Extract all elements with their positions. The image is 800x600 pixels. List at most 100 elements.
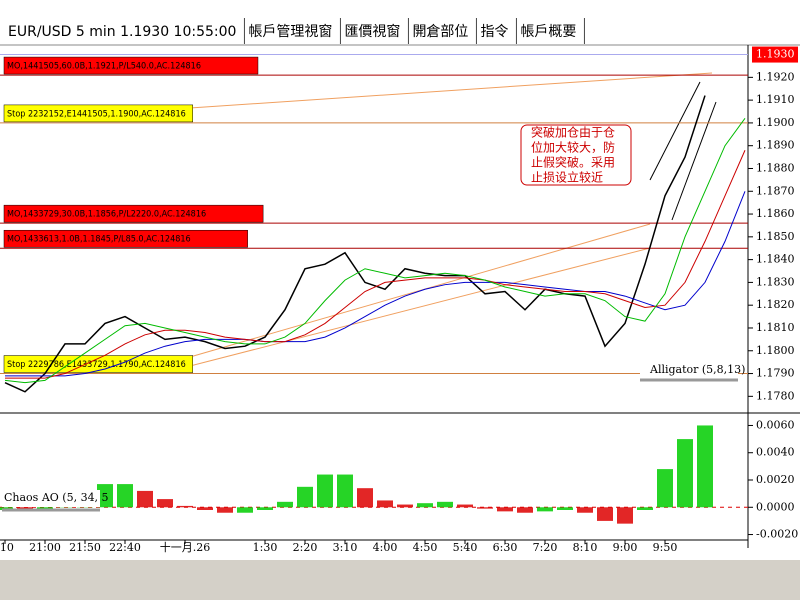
ao-bar <box>617 507 633 524</box>
y-tick-label: 1.1820 <box>756 298 795 311</box>
series-line <box>5 150 746 379</box>
ao-bar <box>557 507 573 510</box>
ao-bar <box>677 439 693 508</box>
x-tick-label: 8:10 <box>573 541 598 554</box>
order-label: Stop 2232152,E1441505,1.1900,AC.124816 <box>7 109 186 119</box>
series-line <box>4 95 706 393</box>
y-tick-label: 1.1920 <box>756 70 795 83</box>
y-tick-label: 0.0040 <box>756 446 795 459</box>
x-tick-label: 4:00 <box>373 541 398 554</box>
ao-bar <box>697 425 713 508</box>
annotation-text: 位加大较大，防 <box>531 140 615 155</box>
ao-bar <box>197 507 213 510</box>
ao-bar <box>317 474 333 508</box>
annotation-text: 突破加仓由于仓 <box>531 125 615 140</box>
y-tick-label: 1.1860 <box>756 207 795 220</box>
order-box <box>3 204 264 223</box>
trend-line <box>189 247 651 367</box>
x-tick-label: 4:50 <box>413 541 438 554</box>
y-tick-label: 1.1850 <box>756 230 795 243</box>
ao-bar <box>237 507 253 513</box>
ao-bar <box>277 501 293 508</box>
series-line <box>5 191 746 377</box>
x-tick-label: 7:20 <box>533 541 558 554</box>
x-tick-label: 21:50 <box>69 541 101 554</box>
y-tick-label: 1.1910 <box>756 93 795 106</box>
indicator-label: Alligator (5,8,13) <box>649 363 745 376</box>
indicator-box <box>640 362 738 379</box>
x-tick-label: 22:40 <box>109 541 141 554</box>
x-tick-label: 9:00 <box>613 541 638 554</box>
y-tick-label: 1.1870 <box>756 184 795 197</box>
x-tick-label: 2:20 <box>293 541 318 554</box>
ao-bar <box>257 507 273 510</box>
y-tick-label: 0.0060 <box>756 418 795 431</box>
y-tick-label: 1.1780 <box>756 389 795 402</box>
ao-bar <box>497 507 513 512</box>
annotation-box <box>520 124 632 186</box>
ao-bar <box>597 507 613 521</box>
footer-area <box>0 560 800 600</box>
indicator-box <box>2 490 100 507</box>
ao-bar <box>337 474 353 508</box>
y-tick-label: 1.1890 <box>756 139 795 152</box>
x-tick-label: 十一月.26 <box>160 540 211 554</box>
x-tick-label: 5:40 <box>453 541 478 554</box>
ao-bar <box>437 501 453 508</box>
x-tick-label: 9:50 <box>653 541 678 554</box>
order-label: MO,1433729,30.0B,1.1856,P/L2220.0,AC.124… <box>7 210 206 220</box>
tab[interactable]: 指令 <box>480 24 508 40</box>
x-tick-label: 3:10 <box>333 541 358 554</box>
annotation-text: 止损设立较近 <box>531 170 603 185</box>
y-tick-label: 1.1790 <box>756 367 795 380</box>
trend-line <box>189 72 713 109</box>
ao-bar <box>637 507 653 510</box>
ao-bar <box>137 490 153 508</box>
tab[interactable]: EUR/USD 5 min 1.1930 10:55:00 <box>8 24 236 40</box>
y-tick-label: 1.1830 <box>756 275 795 288</box>
order-label: MO,1441505,60.0B,1.1921,P/L540.0,AC.1248… <box>7 62 201 72</box>
order-box <box>3 229 248 248</box>
ao-bar <box>657 469 673 508</box>
annotation-text: 止假突破。采用 <box>531 155 615 170</box>
series-line <box>4 118 746 384</box>
trend-line <box>671 101 717 221</box>
order-box <box>3 104 193 123</box>
ao-bar <box>477 507 493 509</box>
tab[interactable]: 匯價視窗 <box>344 23 400 40</box>
tab[interactable]: 帳戶概要 <box>520 24 576 40</box>
y-tick-label: 1.1800 <box>756 344 795 357</box>
tab[interactable]: 開倉部位 <box>412 24 468 40</box>
ao-bar <box>517 507 533 513</box>
ao-bar <box>417 503 433 508</box>
trend-line <box>649 81 701 181</box>
order-box <box>3 56 259 75</box>
ao-bar <box>577 507 593 513</box>
tab-bar: EUR/USD 5 min 1.1930 10:55:00 帳戶管理視窗 匯價視窗開… <box>8 18 585 44</box>
price-chart: 1.1920 1.1910 1.1900 1.1890 1.1880 1.1870 1.18… <box>0 46 798 554</box>
ao-bar <box>177 505 193 508</box>
x-tick-label: :10 <box>0 541 14 554</box>
ao-bar <box>97 484 113 508</box>
ao-bar <box>357 488 373 508</box>
indicator-label: Chaos AO (5, 34, 5 <box>4 491 109 504</box>
last-price-box <box>752 46 798 63</box>
ao-bar <box>297 486 313 508</box>
ao-bar <box>377 500 393 508</box>
order-box <box>3 355 193 373</box>
ao-bar <box>117 484 133 508</box>
ao-bar <box>217 507 233 513</box>
y-tick-label: 0.0000 <box>756 500 795 513</box>
order-label: MO,1433613,1.0B,1.1845,P/L85.0,AC.124816 <box>7 235 191 245</box>
y-tick-label: 1.1900 <box>756 116 795 129</box>
ao-bar <box>457 504 473 508</box>
y-tick-label: -0.0020 <box>756 528 798 541</box>
last-price-label: 1.1930 <box>756 48 795 61</box>
y-tick-label: 1.1880 <box>756 161 795 174</box>
y-tick-label: 1.1810 <box>756 321 795 334</box>
tab[interactable]: 帳戶管理視窗 <box>248 23 332 40</box>
ao-bar <box>397 504 413 508</box>
ao-bar <box>537 507 553 512</box>
